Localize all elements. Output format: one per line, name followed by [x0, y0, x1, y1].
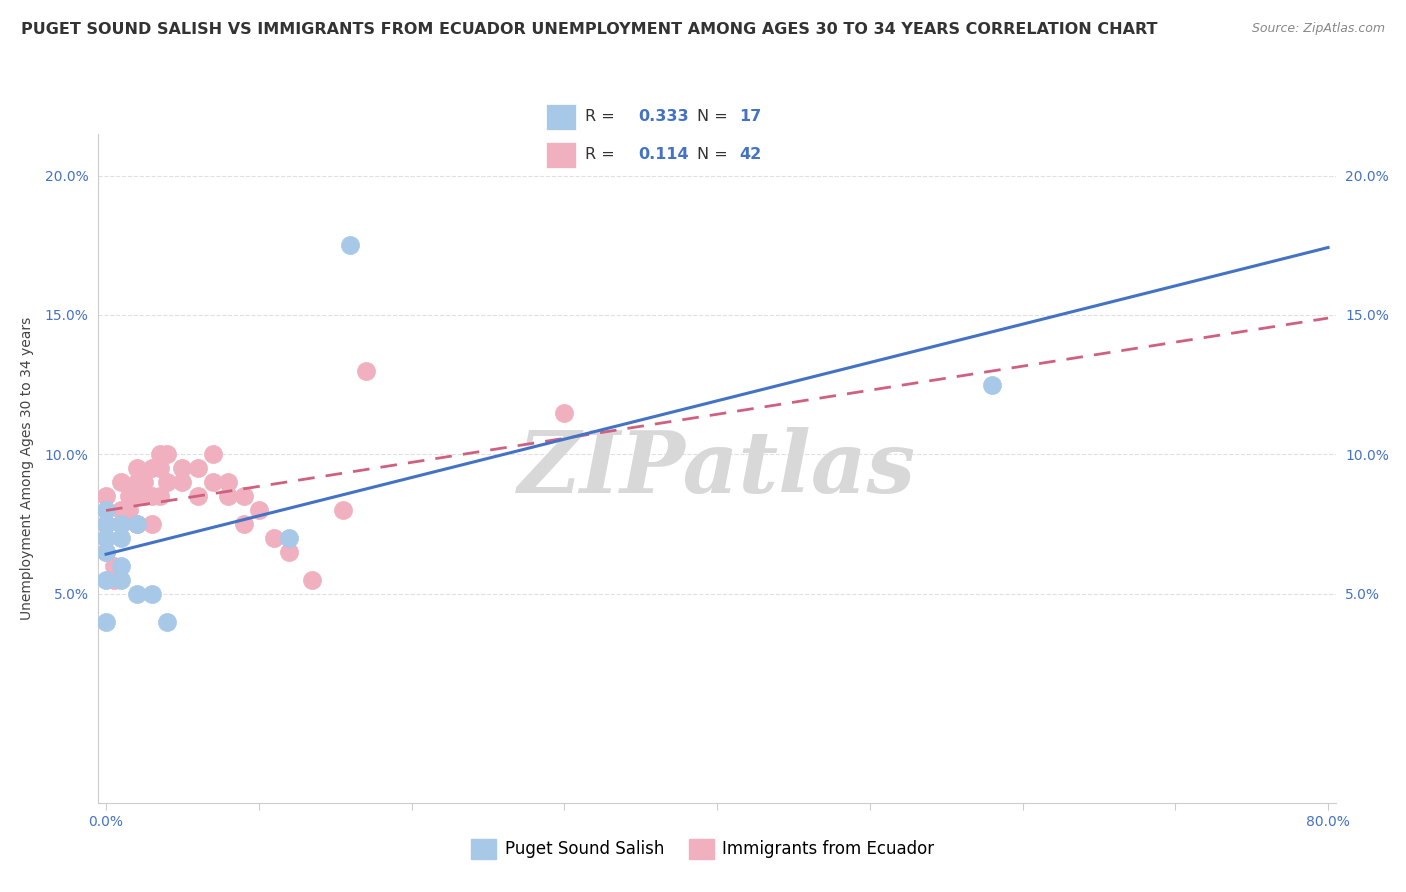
Point [94, 517, 117, 532]
FancyBboxPatch shape [546, 103, 576, 130]
Point [141, 489, 163, 503]
Point [247, 503, 270, 517]
Point [110, 573, 132, 587]
Point [110, 558, 132, 573]
Point [172, 461, 194, 475]
Point [125, 489, 148, 503]
Text: PUGET SOUND SALISH VS IMMIGRANTS FROM ECUADOR UNEMPLOYMENT AMONG AGES 30 TO 34 Y: PUGET SOUND SALISH VS IMMIGRANTS FROM EC… [21, 22, 1157, 37]
Point [125, 587, 148, 601]
Point [148, 489, 170, 503]
Point [134, 489, 156, 503]
Point [94, 615, 117, 629]
Point [217, 489, 239, 503]
Point [232, 517, 254, 532]
Point [110, 503, 132, 517]
Point [103, 573, 125, 587]
Point [94, 531, 117, 545]
Point [94, 517, 117, 532]
Point [263, 531, 285, 545]
Point [125, 517, 148, 532]
Point [156, 447, 179, 461]
Point [148, 447, 170, 461]
Point [278, 531, 301, 545]
Point [94, 489, 117, 503]
Point [110, 531, 132, 545]
Point [981, 377, 1004, 392]
Point [141, 517, 163, 532]
Point [94, 503, 117, 517]
Point [110, 517, 132, 532]
Point [141, 587, 163, 601]
Point [94, 573, 117, 587]
Point [118, 489, 141, 503]
Point [232, 489, 254, 503]
Point [201, 475, 224, 490]
FancyBboxPatch shape [546, 142, 576, 169]
Text: Source: ZipAtlas.com: Source: ZipAtlas.com [1251, 22, 1385, 36]
Point [118, 503, 141, 517]
Point [110, 517, 132, 532]
Text: R =: R = [585, 109, 620, 124]
Text: ZIPatlas: ZIPatlas [517, 426, 917, 510]
Point [301, 573, 323, 587]
Y-axis label: Unemployment Among Ages 30 to 34 years: Unemployment Among Ages 30 to 34 years [20, 317, 34, 620]
Text: 17: 17 [740, 109, 762, 124]
Text: N =: N = [697, 109, 734, 124]
Point [278, 545, 301, 559]
Text: 0.333: 0.333 [638, 109, 689, 124]
Text: 0.114: 0.114 [638, 147, 689, 162]
Point [201, 447, 224, 461]
Point [553, 406, 575, 420]
Point [172, 475, 194, 490]
Point [332, 503, 354, 517]
Text: 42: 42 [740, 147, 762, 162]
Point [103, 558, 125, 573]
Point [125, 461, 148, 475]
Point [187, 461, 209, 475]
Point [125, 475, 148, 490]
Point [94, 531, 117, 545]
Point [339, 238, 361, 252]
Point [217, 475, 239, 490]
Point [187, 489, 209, 503]
Point [94, 545, 117, 559]
Text: N =: N = [697, 147, 734, 162]
Point [125, 517, 148, 532]
Point [94, 545, 117, 559]
Point [148, 461, 170, 475]
Point [110, 475, 132, 490]
Text: R =: R = [585, 147, 620, 162]
Point [156, 475, 179, 490]
Point [354, 364, 377, 378]
Point [134, 475, 156, 490]
Point [156, 615, 179, 629]
Legend: Puget Sound Salish, Immigrants from Ecuador: Puget Sound Salish, Immigrants from Ecua… [465, 832, 941, 866]
Point [141, 461, 163, 475]
